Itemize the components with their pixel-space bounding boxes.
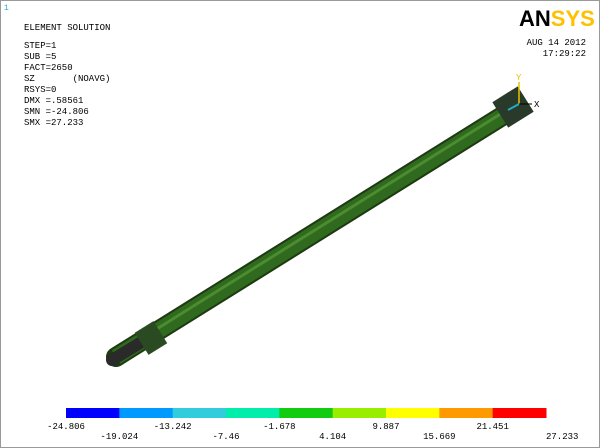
legend-swatch <box>386 408 440 418</box>
logo: ANSYS <box>519 6 595 31</box>
logo-part: SYS <box>551 6 595 31</box>
legend-label: -24.806 <box>47 422 85 432</box>
info-line: SZ (NOAVG) <box>24 74 110 84</box>
time: 17:29:22 <box>543 49 586 59</box>
legend-swatch <box>439 408 493 418</box>
legend-swatch <box>279 408 333 418</box>
triad-label: X <box>534 100 540 110</box>
ansys-window: 1 ELEMENT SOLUTION STEP=1SUB =5FACT=2650… <box>0 0 600 448</box>
info-line: SUB =5 <box>24 52 56 62</box>
info-line: STEP=1 <box>24 41 56 51</box>
info-line: RSYS=0 <box>24 85 56 95</box>
legend-swatch <box>226 408 280 418</box>
legend-label: 27.233 <box>546 432 578 442</box>
legend-swatch <box>66 408 120 418</box>
info-line: SMX =27.233 <box>24 118 83 128</box>
result-title: ELEMENT SOLUTION <box>24 23 110 33</box>
legend-label: 9.887 <box>372 422 399 432</box>
legend-label: -1.678 <box>263 422 295 432</box>
legend-label: -13.242 <box>154 422 192 432</box>
legend-label: -7.46 <box>212 432 239 442</box>
legend-label: 15.669 <box>423 432 455 442</box>
legend-label: -19.024 <box>100 432 138 442</box>
legend-swatch <box>119 408 173 418</box>
legend-label: 21.451 <box>476 422 508 432</box>
legend-swatch <box>173 408 227 418</box>
legend-swatch <box>493 408 547 418</box>
legend-swatch <box>333 408 387 418</box>
info-line: FACT=2650 <box>24 63 73 73</box>
window-number: 1 <box>4 4 9 13</box>
date: AUG 14 2012 <box>527 38 586 48</box>
info-line: DMX =.58561 <box>24 96 83 106</box>
logo-part: AN <box>519 6 551 31</box>
legend-label: 4.104 <box>319 432 346 442</box>
info-line: SMN =-24.806 <box>24 107 89 117</box>
triad-label: Y <box>516 73 522 83</box>
frame <box>1 1 600 448</box>
